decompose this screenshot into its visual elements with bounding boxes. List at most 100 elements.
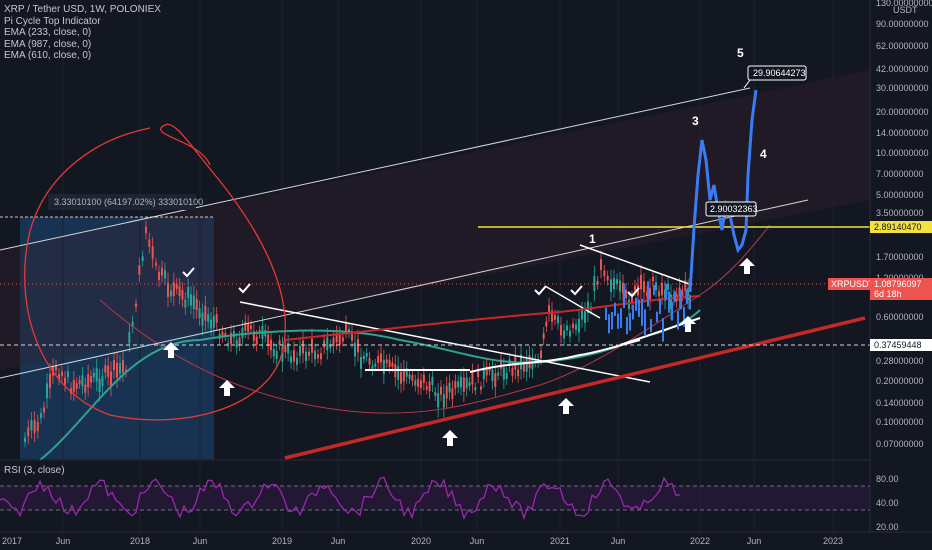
legend-title[interactable]: XRP / Tether USD, 1W, POLONIEX [4,4,161,15]
candle-body [278,340,281,345]
candle-body [87,374,90,388]
candle-body [542,333,545,340]
candle-body [425,386,428,390]
candle-body [365,352,368,357]
legend-ema-610[interactable]: EMA (610, close, 0) [4,50,92,61]
candle-body [36,422,39,432]
candle-body [548,305,550,315]
price-tick: 62.00000000 [876,41,929,51]
price-axis-bg [870,0,932,550]
candle-body [67,371,69,378]
time-tick: 2023 [823,536,843,546]
projection-bar [659,298,661,315]
candle-body [575,324,577,330]
projection-bar [656,311,658,323]
projection-bar [605,307,607,321]
candle-body [345,322,347,332]
legend-pi-cycle[interactable]: Pi Cycle Top Indicator [4,15,101,27]
candle-body [104,365,107,373]
projection-bar [647,281,649,307]
candle-body [30,420,33,431]
candle-body [658,291,660,297]
candle-body [175,283,178,289]
candle-body [634,285,636,291]
candle-body [613,277,615,290]
candle-body [55,365,57,371]
candle-body [371,365,374,371]
candle-body [195,298,198,311]
candle-body [557,316,559,324]
candle-body [138,265,141,275]
up-arrow-icon [680,316,696,332]
candle-body [382,359,385,375]
candle-body [167,282,169,297]
candle-body [554,314,556,320]
candle-body [128,332,131,344]
candle-body [593,276,596,291]
projection-bar [635,297,637,311]
candle-body [46,383,48,399]
target-pointer [743,79,751,89]
candle-body [482,369,485,380]
candle-body [323,340,326,348]
rsi-band [0,486,870,510]
candle-body [661,282,663,296]
price-tick: 3.50000000 [876,208,924,218]
yellow-price-text: 2.89140470 [874,222,922,232]
chart-legend[interactable]: XRP / Tether USD, 1W, POLONIEX Pi Cycle … [4,4,161,62]
candle-body [655,282,657,291]
price-tick: 0.60000000 [876,312,924,322]
candle-body [502,367,505,380]
candle-body [311,338,313,353]
projection-bar [632,304,634,320]
time-tick: Jun [611,536,626,546]
candle-body [643,281,645,293]
candle-body [113,360,115,371]
countdown-text: 6d 18h [874,289,902,299]
candle-body [596,280,599,285]
rsi-legend[interactable]: RSI (3, close) [4,465,65,476]
candle-body [90,376,92,383]
time-tick: Jun [193,536,208,546]
legend-ema-987[interactable]: EMA (987, close, 0) [4,38,92,50]
projection-bar [653,284,655,296]
candle-body [221,331,224,337]
up-arrow-icon [739,258,755,274]
symbol-tag [828,278,870,290]
price-tick: 0.10000000 [876,417,924,427]
projection-bar [623,283,625,308]
candle-body [380,353,382,363]
candle-body [317,354,319,359]
candle-body [141,256,144,261]
legend-ema-233[interactable]: EMA (233, close, 0) [4,27,92,38]
price-tick: 130.00000000 [876,0,932,8]
candle-body [587,301,589,314]
price-tick: 30.00000000 [876,83,929,93]
candle-body [215,314,218,323]
projection-bar [620,308,622,328]
candle-body [227,342,230,347]
projection-bar [611,311,613,330]
candle-body [247,322,250,332]
candle-body [400,371,402,384]
time-tick: 2021 [550,536,570,546]
candle-body [72,379,75,392]
candle-body [314,350,316,360]
candle-body [494,373,497,387]
target-label: 29.90644273 [753,68,806,78]
candle-body [198,308,201,318]
candle-body [61,371,63,377]
time-axis[interactable]: 2017 Jun 2018 Jun 2019 Jun 2020 Jun 2021 Jun 2022 J… [2,536,843,546]
rsi-axis[interactable]: 80.00 40.00 20.00 [876,474,899,532]
check-icon [627,287,640,298]
candle-body [172,282,175,296]
candle-body [477,370,480,377]
candle-body [207,314,210,322]
candle-body [81,375,84,387]
candle-body [272,348,275,357]
candle-body [414,380,417,386]
candle-body [462,377,465,392]
candle-body [190,294,192,306]
